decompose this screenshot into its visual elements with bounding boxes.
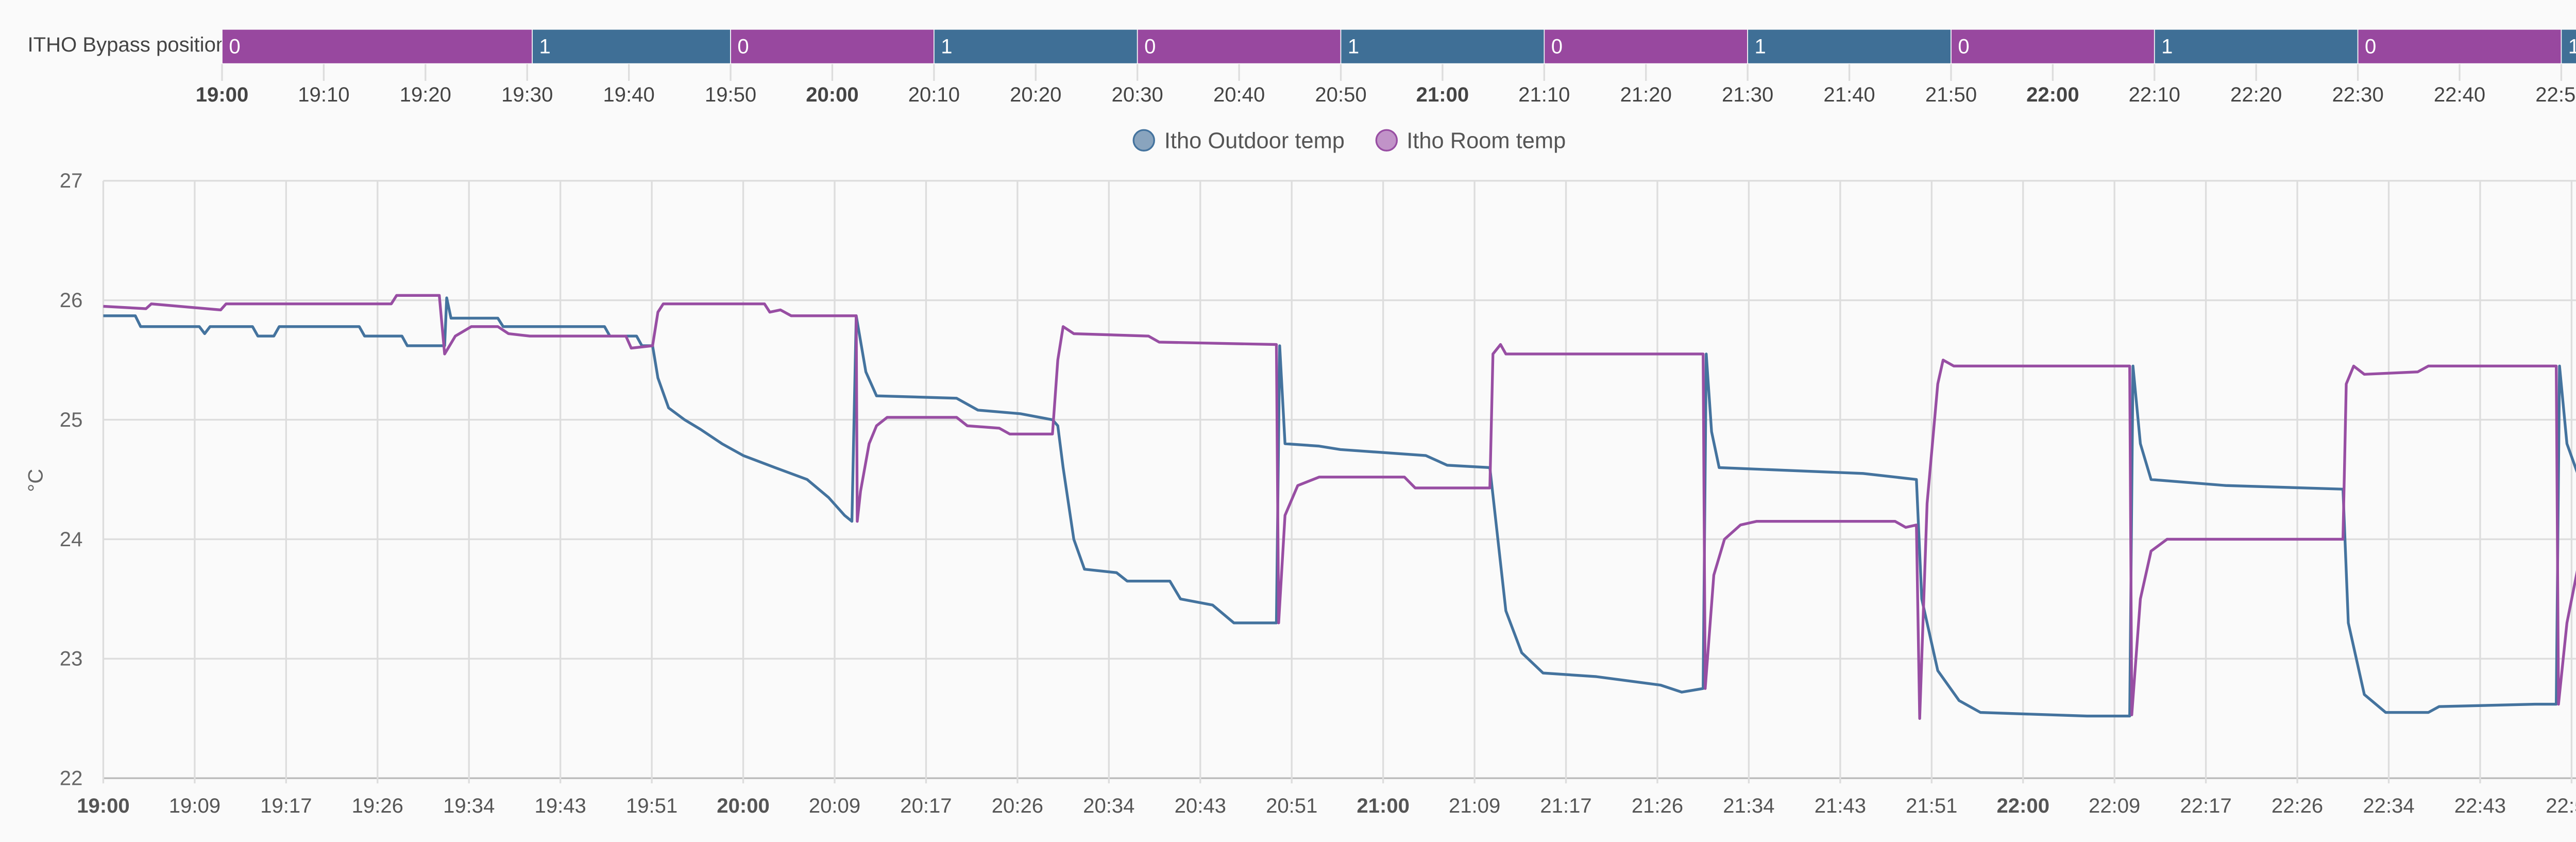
- x-tick-label: 21:34: [1723, 795, 1774, 817]
- x-tick-label: 21:17: [1540, 795, 1591, 817]
- x-tick-label: 20:26: [992, 795, 1043, 817]
- x-tick-label: 20:43: [1175, 795, 1226, 817]
- bypass-segment-1: [1747, 28, 1952, 64]
- legend-label-outdoor: Itho Outdoor temp: [1164, 127, 1345, 154]
- bypass-segment-1: [934, 28, 1138, 64]
- y-tick-label: 22: [60, 767, 83, 790]
- timeline-tick-label: 20:20: [1010, 83, 1061, 106]
- timeline-tick-label: 20:00: [806, 83, 859, 106]
- timeline-tick-label: 20:30: [1112, 83, 1163, 106]
- y-tick-label: 25: [60, 409, 83, 431]
- timeline-tick-label: 22:20: [2230, 83, 2282, 106]
- bypass-segment-value: 0: [1551, 36, 1563, 58]
- x-tick-label: 20:17: [900, 795, 952, 817]
- x-tick-label: 22:17: [2180, 795, 2231, 817]
- y-tick-label: 23: [60, 648, 83, 670]
- x-tick-label: 21:00: [1357, 795, 1410, 817]
- timeline-tick-label: 19:30: [501, 83, 553, 106]
- timeline-tick-label: 21:10: [1518, 83, 1570, 106]
- timeline-tick-label: 21:00: [1416, 83, 1469, 106]
- bypass-segment-value: 1: [539, 36, 550, 58]
- timeline-tick-label: 19:00: [196, 83, 249, 106]
- timeline-tick-label: 19:10: [298, 83, 349, 106]
- timeline-tick-label: 21:40: [1823, 83, 1875, 106]
- timeline-tick-label: 19:40: [603, 83, 655, 106]
- bypass-segment-value: 0: [1144, 36, 1156, 58]
- bypass-segment-1: [2561, 28, 2576, 64]
- timeline-tick-label: 20:40: [1213, 83, 1265, 106]
- bypass-segment-value: 1: [2568, 36, 2576, 58]
- outdoor-temp-line: [103, 296, 2576, 718]
- timeline-tick-label: 22:50: [2535, 83, 2576, 106]
- bypass-timeline-label: ITHO Bypass position: [27, 32, 228, 57]
- timeline-tick-label: 19:50: [705, 83, 756, 106]
- x-tick-label: 19:51: [626, 795, 677, 817]
- bypass-segment-0: [1951, 28, 2155, 64]
- bypass-segment-value: 0: [737, 36, 749, 58]
- x-tick-label: 20:00: [717, 795, 770, 817]
- timeline-tick-label: 20:50: [1315, 83, 1366, 106]
- x-tick-label: 21:51: [1906, 795, 1957, 817]
- timeline-tick-label: 21:30: [1722, 83, 1773, 106]
- x-tick-label: 22:26: [2272, 795, 2323, 817]
- timeline-tick-label: 22:30: [2332, 83, 2383, 106]
- bypass-segment-0: [222, 28, 533, 64]
- bypass-segment-value: 1: [1755, 36, 1766, 58]
- x-tick-label: 22:09: [2089, 795, 2140, 817]
- y-tick-label: 27: [60, 170, 83, 192]
- timeline-tick-label: 22:10: [2129, 83, 2180, 106]
- timeline-tick-label: 22:40: [2434, 83, 2485, 106]
- bypass-segment-value: 1: [1348, 36, 1359, 58]
- bypass-segment-value: 0: [229, 36, 240, 58]
- legend-item-outdoor[interactable]: Itho Outdoor temp: [1133, 127, 1345, 153]
- bypass-segment-0: [1137, 28, 1342, 64]
- x-tick-label: 22:43: [2454, 795, 2506, 817]
- x-tick-label: 20:09: [809, 795, 860, 817]
- bypass-segment-0: [2357, 28, 2562, 64]
- y-tick-label: 26: [60, 289, 83, 312]
- x-tick-label: 19:09: [169, 795, 221, 817]
- y-axis-label: °C: [23, 468, 48, 492]
- room-legend-dot-icon: [1376, 129, 1398, 152]
- timeline-tick-label: 19:20: [400, 83, 451, 106]
- legend-label-room: Itho Room temp: [1406, 127, 1566, 154]
- timeline-tick-label: 22:00: [2026, 83, 2079, 106]
- room-temp-line: [103, 294, 2576, 720]
- x-tick-label: 19:17: [260, 795, 312, 817]
- timeline-tick-label: 20:10: [908, 83, 960, 106]
- x-tick-label: 22:51: [2546, 795, 2576, 817]
- bypass-timeline[interactable]: 19:00 19:10 19:20 19:30 19:40 19:50 20:00 20:10…: [0, 0, 2576, 121]
- bypass-segment-0: [1544, 28, 1748, 64]
- bypass-segment-1: [532, 28, 731, 64]
- chart-legend: Itho Outdoor temp Itho Room temp: [0, 127, 2576, 153]
- x-tick-label: 19:43: [535, 795, 586, 817]
- timeline-tick-label: 21:20: [1620, 83, 1672, 106]
- x-tick-label: 21:09: [1449, 795, 1500, 817]
- timeline-tick-label: 21:50: [1925, 83, 1977, 106]
- bypass-segment-1: [2154, 28, 2359, 64]
- x-tick-label: 19:26: [352, 795, 403, 817]
- x-tick-label: 19:00: [77, 795, 130, 817]
- x-tick-label: 21:43: [1815, 795, 1866, 817]
- legend-item-room[interactable]: Itho Room temp: [1376, 127, 1566, 153]
- x-tick-label: 20:34: [1083, 795, 1134, 817]
- bypass-segment-value: 1: [941, 36, 952, 58]
- x-tick-label: 22:34: [2363, 795, 2414, 817]
- bypass-segment-value: 1: [2161, 36, 2173, 58]
- bypass-segment-value: 0: [1958, 36, 1969, 58]
- x-tick-label: 20:51: [1266, 795, 1317, 817]
- y-tick-label: 24: [60, 528, 83, 551]
- x-tick-label: 21:26: [1632, 795, 1683, 817]
- outdoor-legend-dot-icon: [1133, 129, 1156, 152]
- bypass-segment-0: [730, 28, 935, 64]
- x-tick-label: 19:34: [443, 795, 495, 817]
- x-tick-label: 22:00: [1996, 795, 2049, 817]
- bypass-segment-1: [1340, 28, 1545, 64]
- bypass-segment-value: 0: [2365, 36, 2376, 58]
